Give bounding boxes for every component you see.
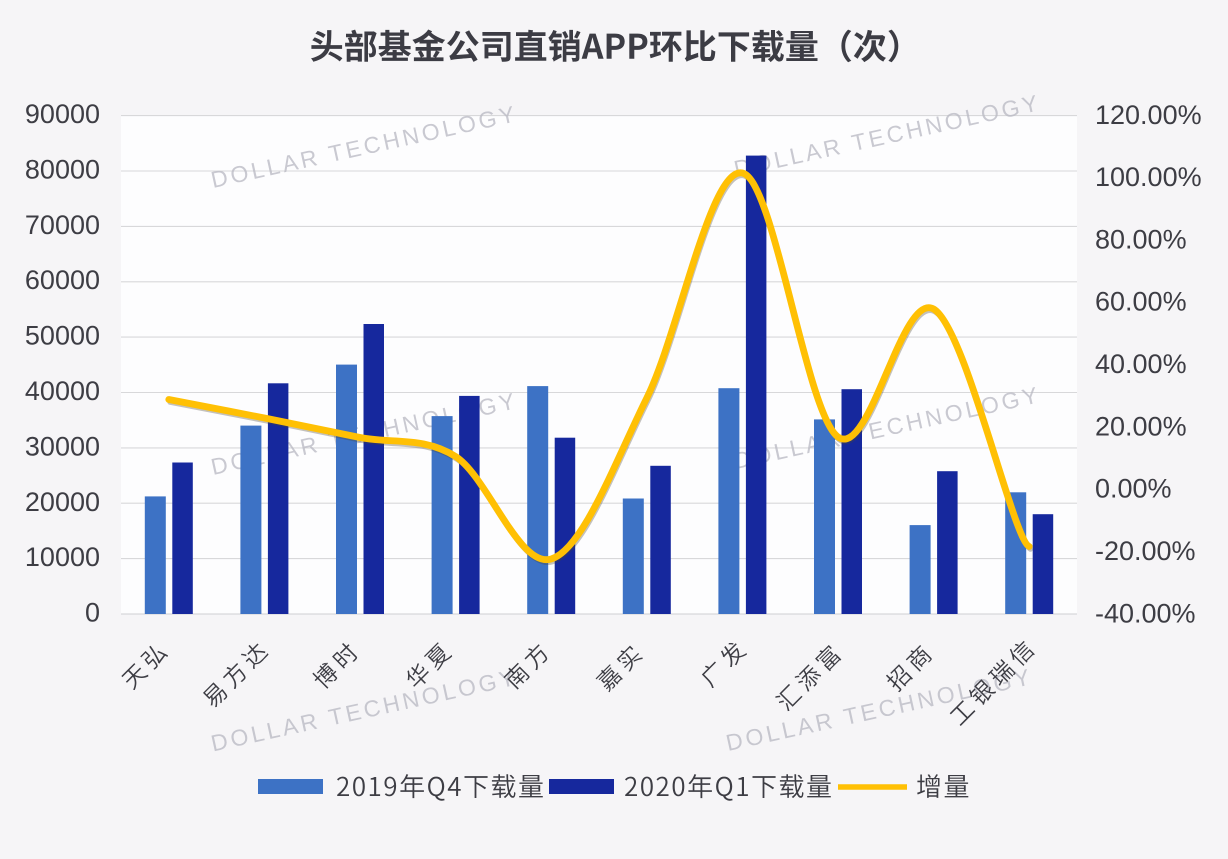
svg-text:10000: 10000: [25, 542, 100, 572]
svg-text:20.00%: 20.00%: [1095, 411, 1187, 441]
svg-text:80000: 80000: [25, 155, 100, 185]
svg-text:0: 0: [85, 598, 100, 628]
svg-text:0.00%: 0.00%: [1095, 474, 1172, 504]
svg-text:60000: 60000: [25, 265, 100, 295]
svg-text:70000: 70000: [25, 210, 100, 240]
svg-text:-40.00%: -40.00%: [1095, 598, 1196, 628]
svg-text:50000: 50000: [25, 321, 100, 351]
svg-text:90000: 90000: [25, 99, 100, 129]
svg-text:40.00%: 40.00%: [1095, 349, 1187, 379]
svg-text:20000: 20000: [25, 487, 100, 517]
svg-text:100.00%: 100.00%: [1095, 162, 1202, 192]
svg-text:30000: 30000: [25, 431, 100, 461]
svg-text:120.00%: 120.00%: [1095, 100, 1202, 130]
svg-text:-20.00%: -20.00%: [1095, 536, 1196, 566]
svg-text:40000: 40000: [25, 376, 100, 406]
svg-text:60.00%: 60.00%: [1095, 287, 1187, 317]
svg-text:80.00%: 80.00%: [1095, 224, 1187, 254]
